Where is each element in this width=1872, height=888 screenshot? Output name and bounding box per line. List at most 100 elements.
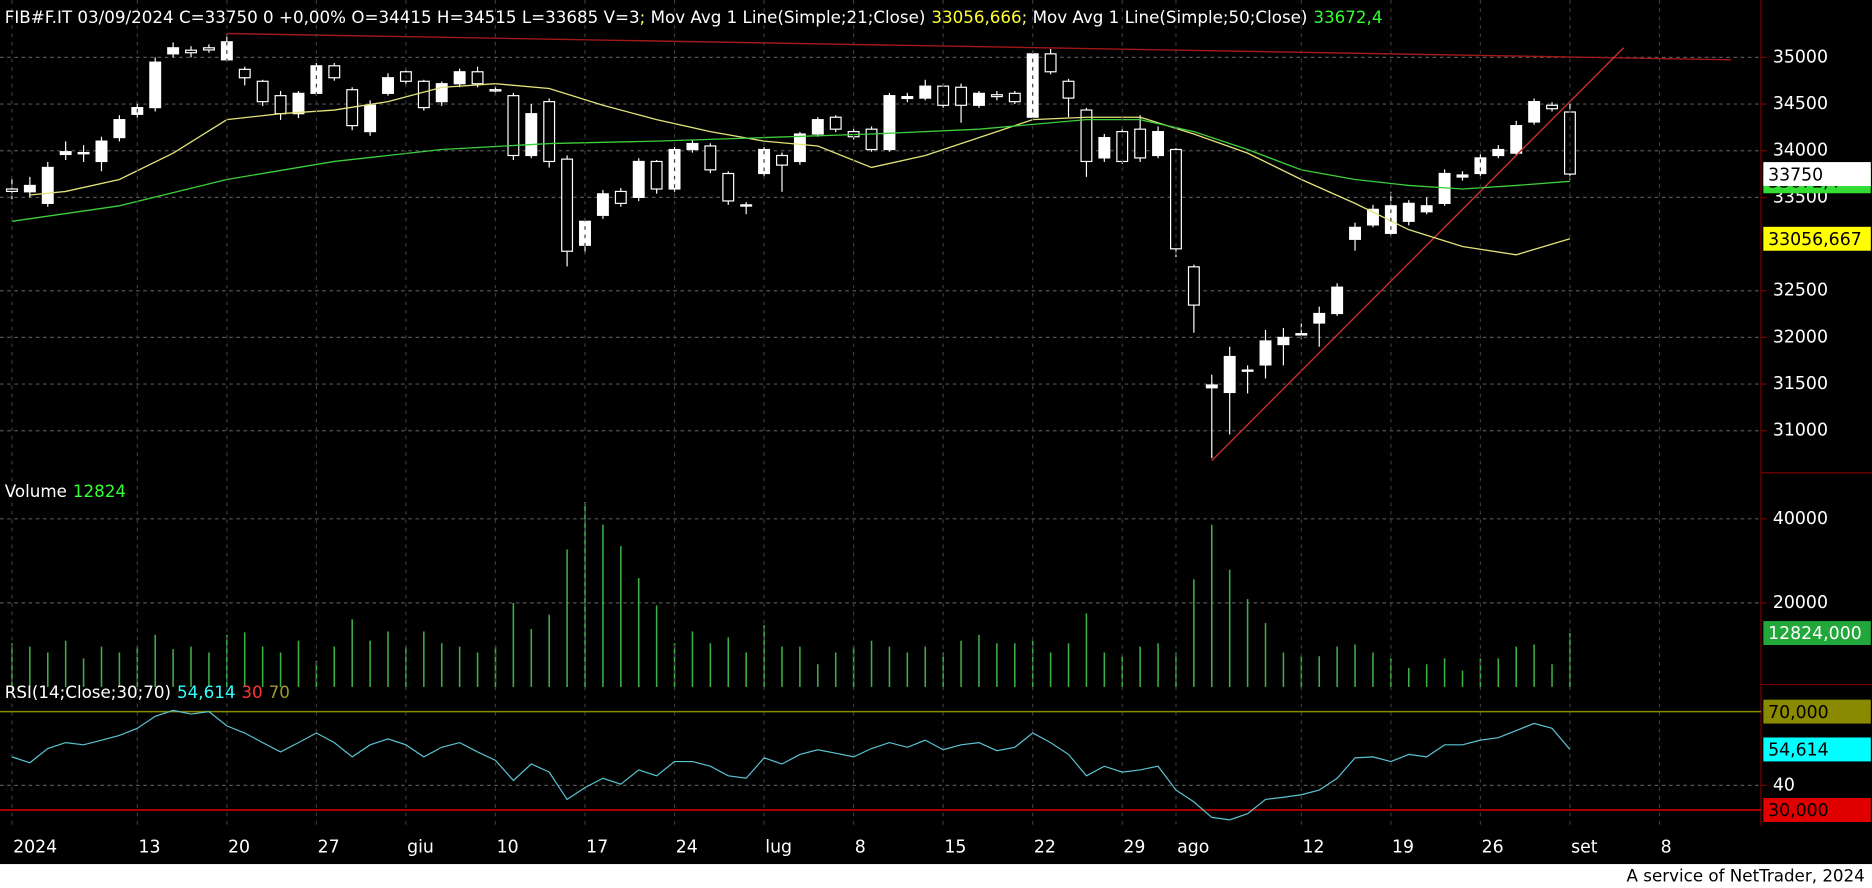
candle-body: [1277, 336, 1290, 346]
candle-body: [1080, 109, 1093, 163]
candle-body: [238, 68, 251, 79]
candle-body: [686, 142, 699, 151]
x-tick-label: 10: [497, 837, 519, 857]
candle-body: [525, 113, 538, 157]
x-tick-label: 12: [1303, 837, 1325, 857]
candle-body: [650, 160, 663, 190]
candle-body: [579, 220, 591, 246]
rsi-line: [11, 709, 1571, 821]
candle-body: [471, 71, 484, 85]
y-tick-label: 32000: [1773, 327, 1828, 347]
value-box-label: 12824,000: [1768, 624, 1862, 644]
x-tick-label: 8: [1661, 837, 1672, 857]
candle-body: [1420, 205, 1433, 213]
candle-body: [489, 89, 502, 92]
rsi-header: RSI(14;Close;30;70) 54,614 30 70: [5, 681, 290, 701]
candle-body: [955, 86, 968, 106]
candle-body: [113, 119, 126, 139]
level-label: 30: [241, 681, 262, 701]
x-tick-label: ago: [1177, 837, 1209, 857]
candle-body: [793, 133, 806, 163]
candle-body: [1331, 286, 1344, 315]
candle-body: [167, 47, 180, 55]
y-tick-label: 40: [1773, 775, 1795, 795]
candle-body: [1474, 157, 1487, 175]
x-tick-label: 24: [676, 837, 698, 857]
value-box-label: 30,000: [1768, 801, 1829, 821]
legend-value: 12824: [73, 480, 126, 500]
value-box: [1763, 699, 1871, 724]
legend-name: Mov Avg 1 Line(Simple;50;Close): [1033, 6, 1308, 26]
candle-body: [740, 204, 753, 207]
candle-body: [1259, 340, 1272, 366]
candle-body: [1510, 125, 1523, 154]
value-box: [1763, 162, 1871, 187]
candle-body: [1134, 128, 1147, 159]
trend-line: [226, 32, 1732, 61]
value-box-label: 33056,667: [1768, 230, 1862, 250]
price-header: FIB#F.IT 03/09/2024 C=33750 0 +0,00% O=3…: [5, 6, 1383, 26]
candle-body: [901, 95, 914, 100]
candle-body: [561, 158, 574, 252]
y-tick-label: 34500: [1773, 94, 1828, 114]
y-tick-label: 35000: [1773, 47, 1828, 67]
value-box: [1763, 621, 1871, 646]
candle-body: [364, 104, 377, 133]
trend-line: [1211, 47, 1625, 462]
x-tick-label: 2024: [13, 837, 57, 857]
y-tick-label: 20000: [1773, 593, 1828, 613]
candle-body: [1187, 266, 1200, 306]
candle-body: [23, 184, 36, 193]
x-tick-label: 22: [1034, 837, 1056, 857]
footer: A service of NetTrader, 2024: [1627, 866, 1865, 886]
candle-body: [973, 92, 985, 106]
moving-average: [29, 83, 1571, 256]
candle-body: [543, 101, 556, 163]
x-tick-label: 27: [318, 837, 340, 857]
y-tick-label: 31500: [1773, 374, 1828, 394]
x-tick-label: 20: [228, 837, 250, 857]
candle-body: [417, 80, 430, 109]
candle-body: [1528, 101, 1541, 123]
value-box: [1763, 737, 1871, 762]
x-tick-label: set: [1571, 837, 1598, 857]
candle-body: [883, 95, 896, 151]
x-tick-label: 15: [944, 837, 966, 857]
legend-name: Mov Avg 1 Line(Simple;21;Close): [651, 6, 926, 26]
volume-header: Volume 12824: [5, 480, 126, 500]
candle-body: [1008, 92, 1021, 103]
plot-layer: 3100031500320003250033500340003450035000…: [0, 0, 1828, 857]
x-tick-label: lug: [765, 837, 792, 857]
x-tick-label: 26: [1482, 837, 1504, 857]
panel-title: RSI(14;Close;30;70): [5, 681, 171, 701]
candle-body: [435, 83, 448, 103]
candle-body: [1456, 174, 1469, 178]
candle-body: [5, 188, 18, 193]
candle-body: [59, 151, 72, 156]
candle-body: [614, 190, 627, 204]
x-tick-label: 8: [855, 837, 866, 857]
candle-body: [1044, 53, 1057, 73]
candle-body: [292, 92, 305, 115]
candle-body: [256, 80, 269, 103]
candle-body: [919, 85, 932, 99]
candle-body: [1402, 202, 1415, 222]
candle-body: [865, 128, 878, 151]
x-tick-label: 13: [138, 837, 160, 857]
candle-body: [1241, 369, 1254, 372]
value-box-label: 70,000: [1768, 703, 1829, 723]
separator: ;: [640, 6, 651, 26]
candle-body: [41, 166, 54, 204]
value-box: [1763, 226, 1871, 251]
value-box-label: 33750: [1768, 165, 1823, 185]
x-tick-label: 17: [586, 837, 608, 857]
candle-body: [829, 116, 842, 130]
candle-body: [274, 95, 287, 115]
moving-average: [11, 118, 1570, 222]
candle-body: [1169, 148, 1182, 250]
candle-body: [632, 160, 645, 198]
candle-body: [202, 47, 215, 51]
legend-value: 33672,4: [1313, 6, 1382, 26]
